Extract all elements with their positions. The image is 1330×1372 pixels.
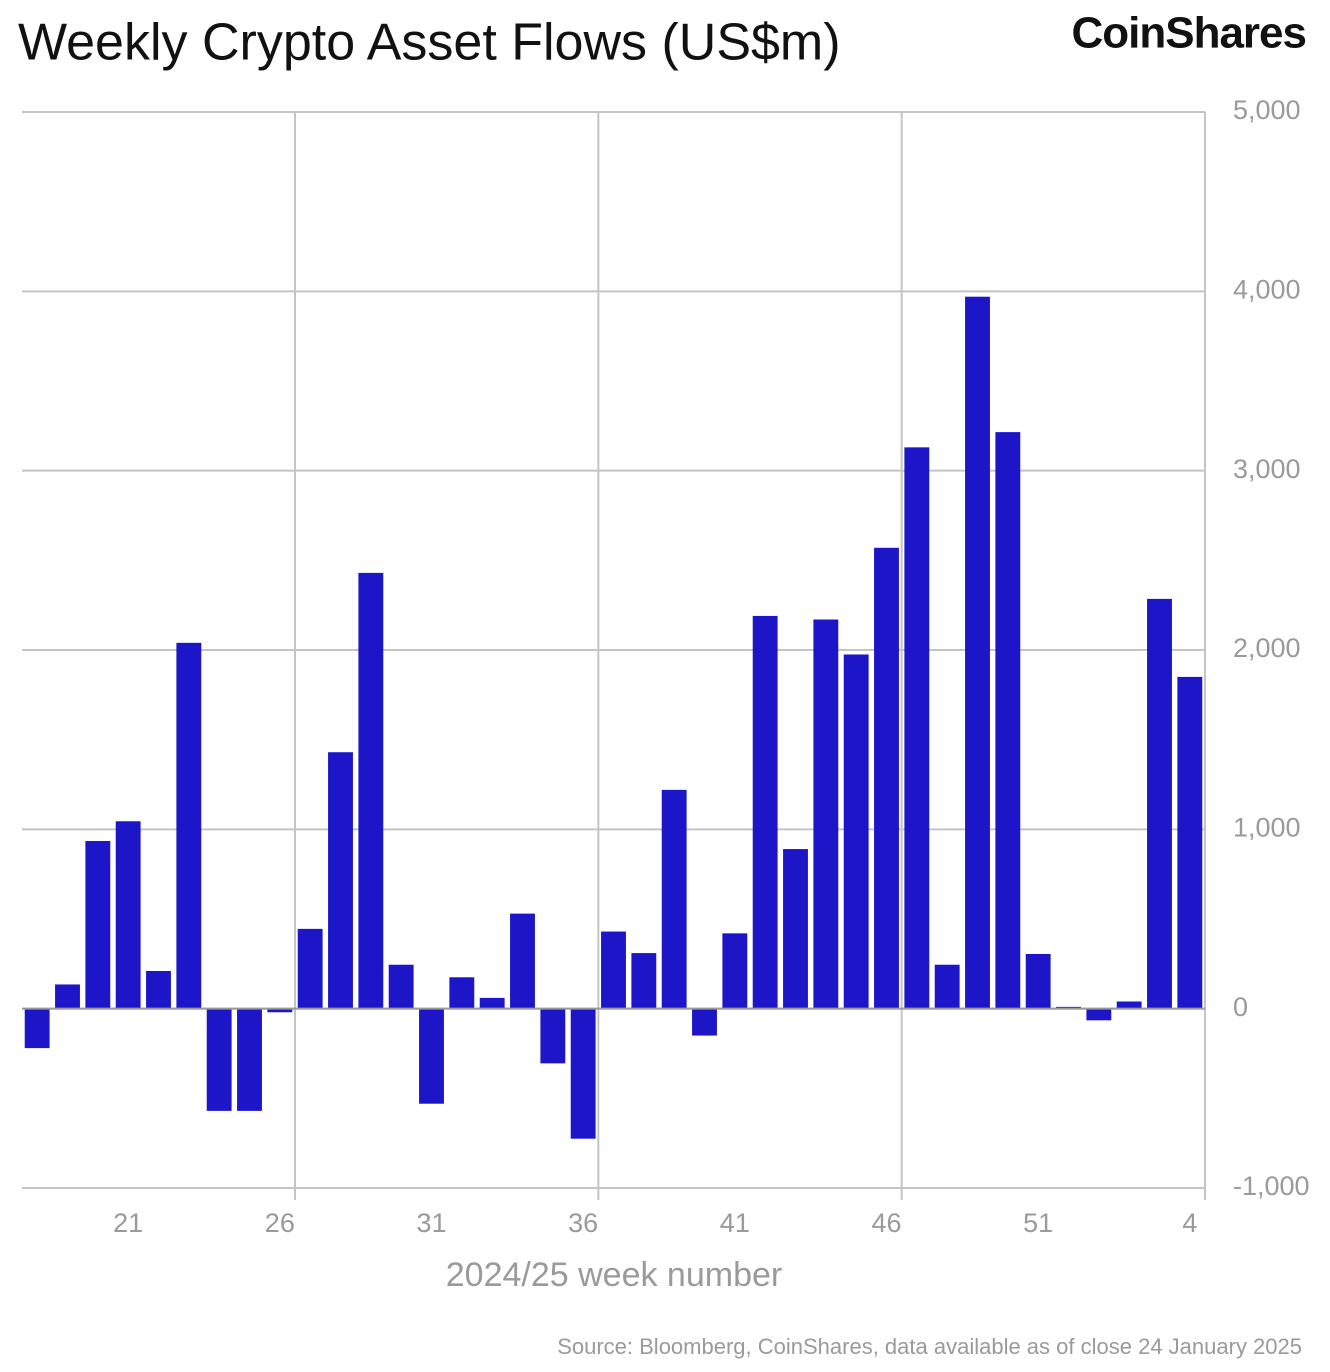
- x-tick-label: 41: [720, 1208, 750, 1238]
- x-tick-label: 36: [568, 1208, 598, 1238]
- bar: [1086, 1008, 1112, 1021]
- bar: [843, 654, 869, 1009]
- bar: [1025, 953, 1051, 1009]
- bar: [449, 977, 475, 1009]
- bar: [237, 1008, 262, 1111]
- bar: [661, 789, 687, 1009]
- bar: [1116, 1001, 1142, 1009]
- bar: [55, 984, 80, 1009]
- bar: [631, 953, 657, 1009]
- y-tick-label: 1,000: [1233, 812, 1301, 842]
- x-tick-label: 46: [871, 1208, 901, 1238]
- bar: [85, 840, 111, 1009]
- bar: [904, 447, 930, 1009]
- bar: [206, 1008, 232, 1111]
- bar: [328, 752, 353, 1009]
- bar: [176, 642, 202, 1009]
- bar: [510, 913, 535, 1009]
- bar: [965, 296, 990, 1009]
- source: Source: Bloomberg, CoinShares, data avai…: [557, 1334, 1302, 1359]
- y-tick-label: 4,000: [1233, 274, 1301, 304]
- bar: [692, 1008, 717, 1036]
- x-tick-label: 51: [1023, 1208, 1053, 1238]
- bar: [570, 1008, 596, 1139]
- bar: [995, 432, 1021, 1009]
- y-tick-label: 2,000: [1233, 633, 1301, 663]
- x-tick-label: 4: [1182, 1208, 1197, 1238]
- bar: [1147, 598, 1172, 1009]
- logo: CoinShares: [1071, 9, 1306, 58]
- bar: [783, 849, 808, 1009]
- bar: [813, 619, 839, 1009]
- y-tick-label: 5,000: [1233, 95, 1301, 125]
- bar: [388, 964, 414, 1009]
- bar: [419, 1008, 444, 1104]
- y-tick-label: 3,000: [1233, 454, 1301, 484]
- bar: [752, 615, 778, 1009]
- bar: [934, 964, 960, 1009]
- bar: [146, 971, 171, 1009]
- bar: [601, 931, 626, 1009]
- bar: [479, 997, 505, 1009]
- bar: [24, 1008, 50, 1049]
- y-tick-label: -1,000: [1233, 1171, 1310, 1201]
- x-tick-label: 31: [416, 1208, 446, 1238]
- bar: [358, 572, 384, 1009]
- x-tick-label: 21: [113, 1208, 143, 1238]
- y-tick-label: 0: [1233, 992, 1248, 1022]
- chart-title: Weekly Crypto Asset Flows (US$m): [18, 14, 841, 72]
- x-axis-label: 2024/25 week number: [446, 1256, 782, 1294]
- x-tick-label: 26: [265, 1208, 295, 1238]
- bar: [115, 821, 141, 1009]
- bar: [722, 933, 748, 1009]
- bar: [1177, 676, 1203, 1009]
- bar: [540, 1008, 566, 1064]
- bar: [267, 1008, 293, 1013]
- bar: [297, 928, 323, 1009]
- bar: [874, 547, 899, 1009]
